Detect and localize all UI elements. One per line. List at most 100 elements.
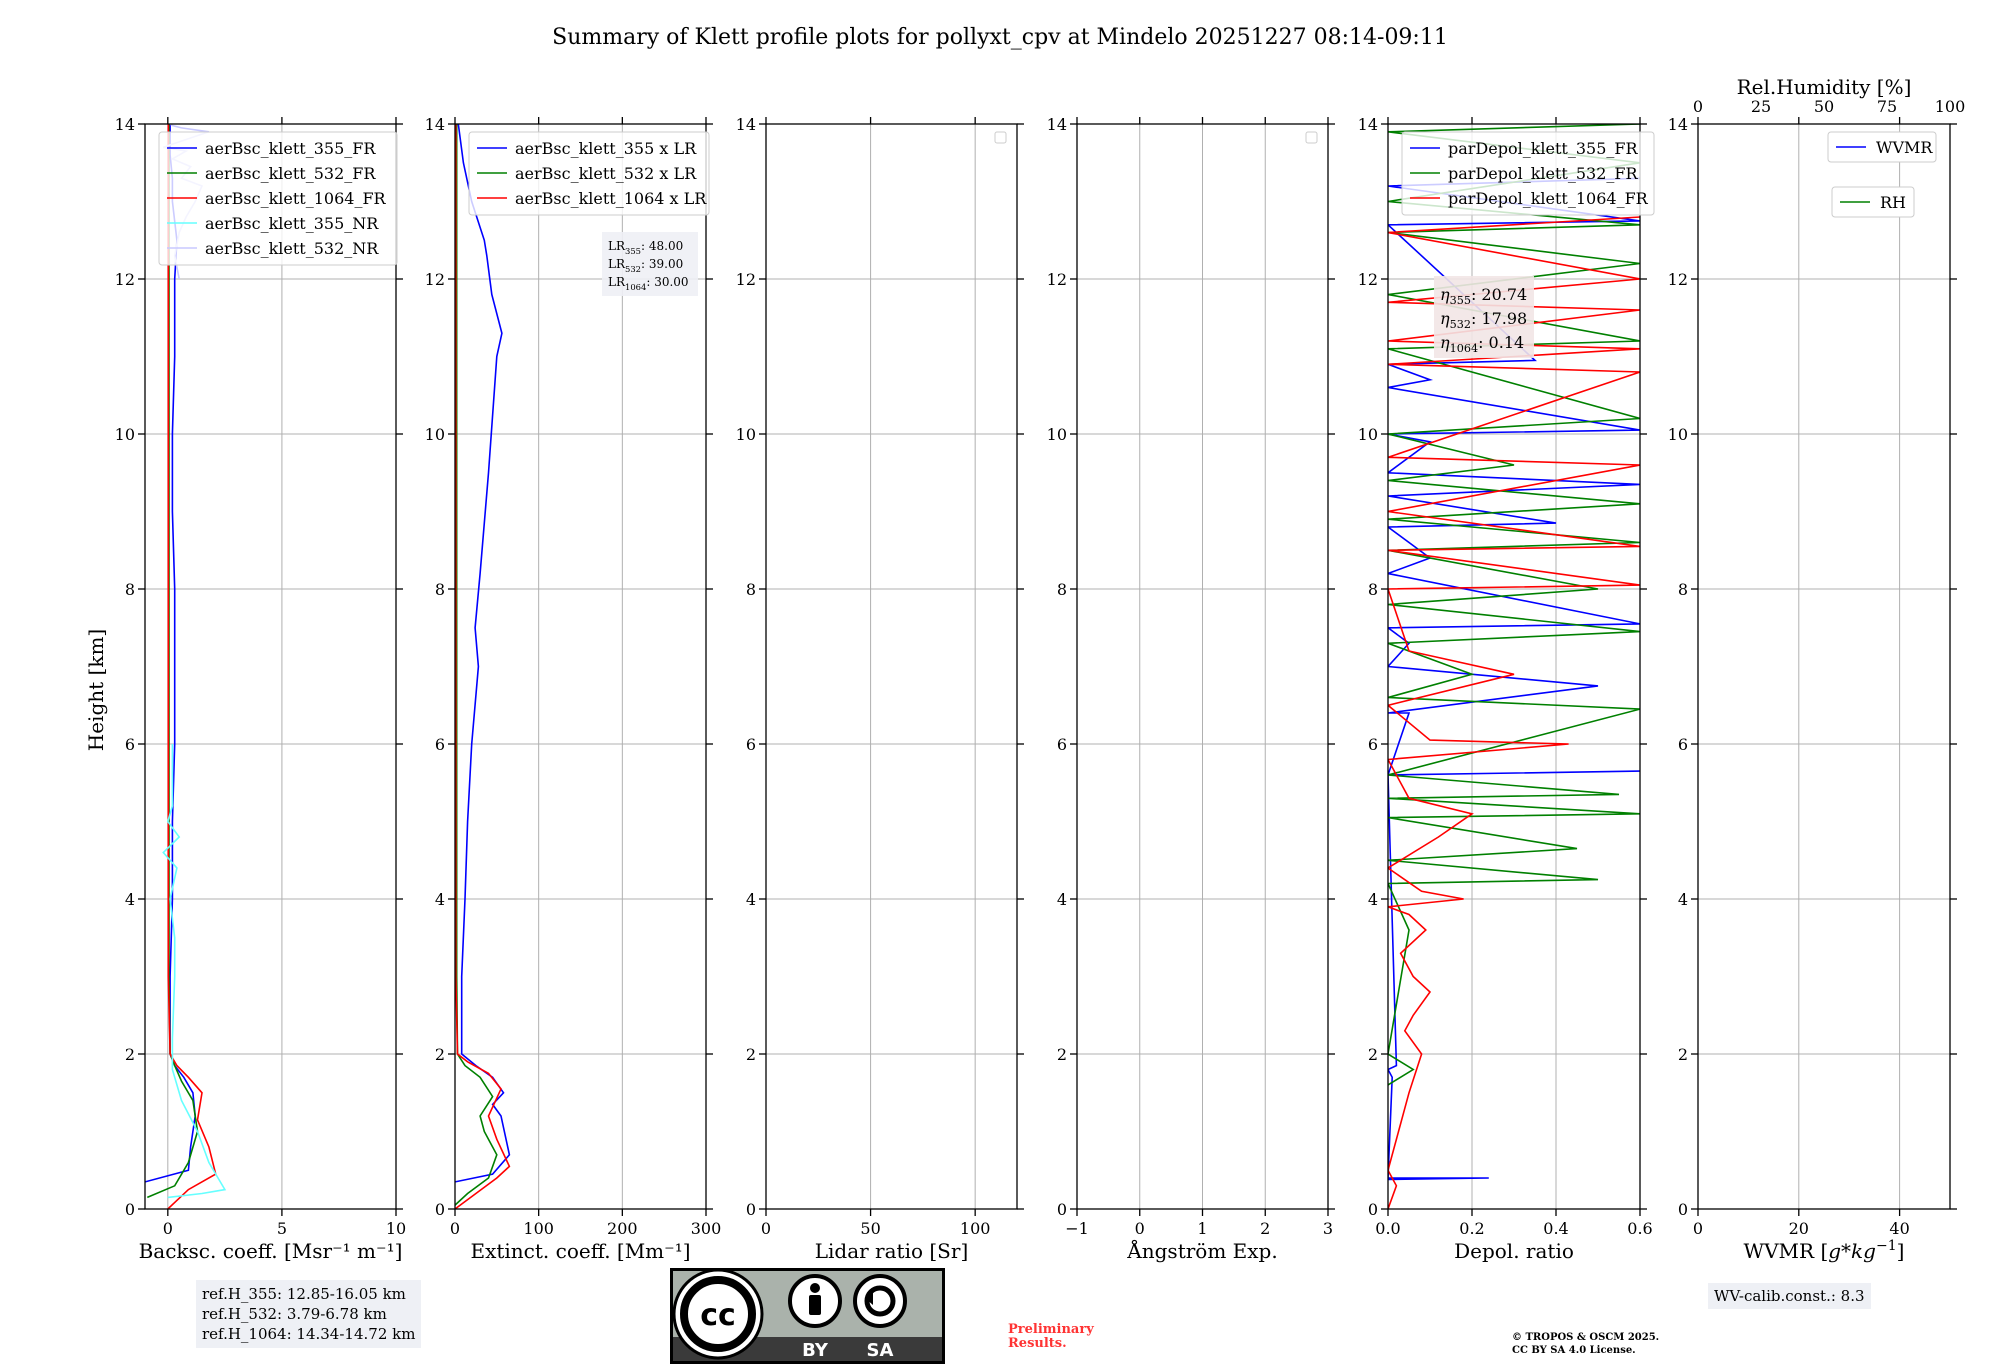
y-tick-label: 0	[746, 1200, 756, 1219]
legend-box	[1827, 131, 1937, 163]
x-tick-label: 10	[386, 1219, 406, 1238]
copyright-line-1: © TROPOS & OSCM 2025.	[1512, 1332, 1660, 1343]
legend-label: aerBsc_klett_1064_FR	[205, 189, 387, 208]
cc-license-badge: cc BY SA	[670, 1268, 945, 1364]
legend-label: aerBsc_klett_355 x LR	[515, 139, 697, 158]
y-tick-label: 2	[125, 1045, 135, 1064]
x-tick-label: 20	[1789, 1219, 1809, 1238]
x-tick-label: 100	[523, 1219, 554, 1238]
attribution-icon	[788, 1274, 842, 1328]
series-line-parDepol_klett_1064_FR	[1388, 216, 1640, 1209]
x-tick-label: 50	[860, 1219, 880, 1238]
y-tick-label: 10	[115, 425, 135, 444]
grid-wvmr	[1697, 123, 1950, 1210]
x-tick-label: 2	[1260, 1219, 1270, 1238]
y-tick-label: 8	[125, 580, 135, 599]
legend-entry: WVMR	[1827, 131, 1937, 163]
y-tick-label: 8	[1057, 580, 1067, 599]
top-axis-label: Rel.Humidity [%]	[1737, 75, 1912, 99]
top-tick-label: 25	[1751, 97, 1771, 116]
legend-label: aerBsc_klett_532_FR	[205, 164, 376, 183]
x-axis-label-backscatter: Backsc. coeff. [Msr⁻¹ m⁻¹]	[139, 1239, 403, 1263]
y-tick-label: 6	[1057, 735, 1067, 754]
preliminary-note: Preliminary Results.	[1008, 1323, 1094, 1351]
legend-label: aerBsc_klett_532_NR	[205, 239, 379, 258]
y-tick-label: 0	[435, 1200, 445, 1219]
legend-box	[158, 131, 398, 266]
legend-label: WVMR	[1876, 138, 1933, 157]
refh-355: ref.H_355: 12.85-16.05 km	[202, 1285, 406, 1303]
legend-depol: parDepol_klett_355_FR parDepol_klett_532_…	[1401, 131, 1655, 216]
x-tick-label: 100	[960, 1219, 991, 1238]
series-line-aerBsc_klett_1064_FR	[167, 124, 217, 1209]
x-tick-label: 0	[1135, 1219, 1145, 1238]
y-tick-label: 8	[1678, 580, 1688, 599]
x-axis-label-extinction: Extinct. coeff. [Mm⁻¹]	[470, 1239, 690, 1263]
annotation-line: LR355: 48.00	[608, 239, 683, 256]
x-tick-label: 0	[761, 1219, 771, 1238]
x-axis-label-lidar_ratio: Lidar ratio [Sr]	[815, 1239, 969, 1263]
y-tick-label: 2	[746, 1045, 756, 1064]
y-tick-label: 6	[1678, 735, 1688, 754]
annotation-line: LR1064: 30.00	[608, 275, 689, 292]
legend-label: aerBsc_klett_355_FR	[205, 139, 376, 158]
x-axis-label-depol: Depol. ratio	[1454, 1239, 1574, 1263]
cc-sa-text: SA	[867, 1340, 894, 1361]
refh-532: ref.H_532: 3.79-6.78 km	[202, 1305, 387, 1323]
x-tick-label: 0.4	[1543, 1219, 1568, 1238]
y-tick-label: 2	[1368, 1045, 1378, 1064]
x-tick-label: 1	[1197, 1219, 1207, 1238]
reference-height-box: ref.H_355: 12.85-16.05 km ref.H_532: 3.7…	[196, 1280, 422, 1348]
series-line-parDepol_klett_532_FR	[1388, 124, 1640, 1086]
svg-text:cc: cc	[700, 1298, 736, 1333]
panel-depol: 0 2 4 6 8 10 12 14 0.0 0.2 0.4 0.6 Depol. ratio parDe…	[1358, 115, 1655, 1263]
legend-box	[1831, 186, 1915, 218]
x-axis-label-wvmr: WVMR [g*kg−1]	[1744, 1238, 1905, 1263]
axes-frame	[454, 123, 707, 1210]
y-tick-label: 10	[1668, 425, 1688, 444]
y-tick-label: 8	[746, 580, 756, 599]
grid-angstrom	[1076, 123, 1329, 1210]
series-line-parDepol_klett_355_FR	[1388, 177, 1640, 1181]
y-tick-label: 0	[1678, 1200, 1688, 1219]
y-tick-label: 14	[115, 115, 135, 134]
y-tick-label: 12	[1047, 270, 1067, 289]
y-tick-label: 4	[746, 890, 756, 909]
series-line-aerBsc_klett_1064 x LR	[455, 124, 511, 1209]
x-tick-label: 300	[691, 1219, 722, 1238]
y-tick-label: 4	[1678, 890, 1688, 909]
y-tick-label: 10	[1047, 425, 1067, 444]
figure-title: Summary of Klett profile plots for polly…	[552, 25, 1448, 50]
legend-entry: RH	[1831, 186, 1915, 218]
series-line-aerBsc_klett_355_NR	[162, 744, 227, 1199]
y-tick-label: 10	[736, 425, 756, 444]
x-tick-label: 0	[1693, 1219, 1703, 1238]
y-tick-label: 2	[435, 1045, 445, 1064]
copyright-note: © TROPOS & OSCM 2025. CC BY SA 4.0 Licen…	[1512, 1331, 1659, 1357]
legend-label: RH	[1880, 193, 1906, 212]
legend-label: parDepol_klett_1064_FR	[1448, 189, 1649, 208]
y-tick-label: 2	[1678, 1045, 1688, 1064]
x-tick-label: 200	[607, 1219, 638, 1238]
y-axis-label: Height [km]	[84, 629, 108, 751]
top-tick-label: 75	[1877, 97, 1897, 116]
x-tick-label: −1	[1065, 1219, 1089, 1238]
y-tick-label: 14	[736, 115, 756, 134]
y-tick-label: 12	[1358, 270, 1378, 289]
refh-1064: ref.H_1064: 14.34-14.72 km	[202, 1325, 416, 1343]
empty-legend-box	[994, 131, 1007, 144]
annotation-line: η532: 17.98	[1440, 309, 1527, 331]
annotation-box	[602, 232, 698, 296]
y-tick-label: 14	[1668, 115, 1688, 134]
x-tick-label: 0.0	[1375, 1219, 1400, 1238]
y-tick-label: 6	[746, 735, 756, 754]
y-tick-label: 0	[1057, 1200, 1067, 1219]
legend-label: aerBsc_klett_532 x LR	[515, 164, 697, 183]
axes-frame	[765, 123, 1018, 1210]
legend-label: parDepol_klett_532_FR	[1448, 164, 1639, 183]
